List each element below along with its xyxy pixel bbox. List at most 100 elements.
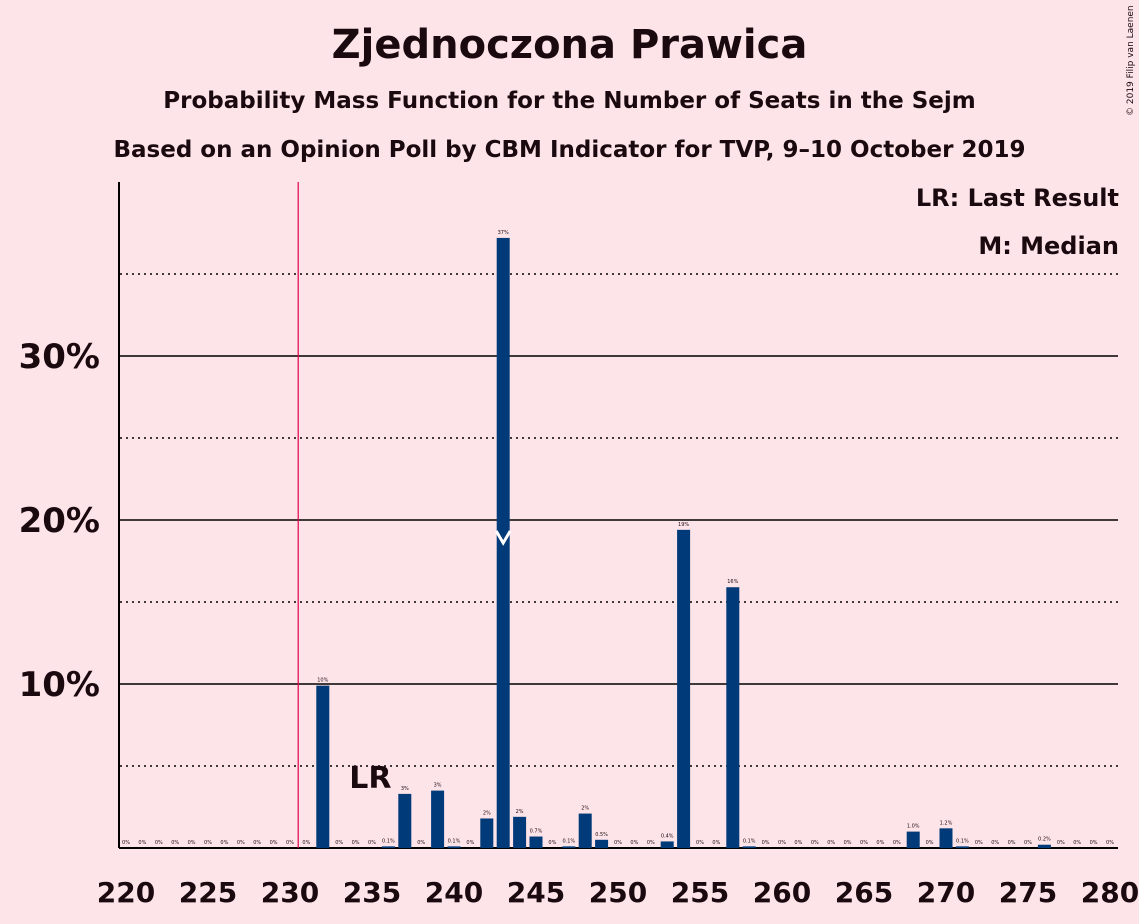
bar-253	[660, 841, 674, 848]
bar-271	[955, 846, 969, 848]
data-label-235: 0%	[368, 840, 376, 846]
data-label-279: 0%	[1090, 840, 1098, 846]
data-label-233: 0%	[335, 840, 343, 846]
bar-232	[316, 685, 330, 848]
x-tick-label: 235	[343, 876, 401, 909]
x-tick-label: 280	[1081, 876, 1139, 909]
data-label-239: 3%	[434, 783, 442, 789]
data-label-224: 0%	[188, 840, 196, 846]
bar-237	[398, 793, 412, 848]
data-label-280: 0%	[1106, 840, 1114, 846]
x-tick-label: 270	[917, 876, 975, 909]
data-label-230: 0%	[286, 840, 294, 846]
chart-subtitle: Probability Mass Function for the Number…	[163, 88, 976, 114]
x-tick-label: 220	[97, 876, 155, 909]
data-label-246: 0%	[548, 840, 556, 846]
x-tick-label: 255	[671, 876, 729, 909]
chart-source-line: Based on an Opinion Poll by CBM Indicato…	[113, 137, 1026, 163]
x-tick-label: 275	[999, 876, 1057, 909]
data-label-243: 37%	[498, 230, 509, 236]
data-label-241: 0%	[466, 840, 474, 846]
x-tick-label: 225	[179, 876, 237, 909]
data-label-226: 0%	[220, 840, 228, 846]
data-label-240: 0.1%	[448, 838, 461, 844]
data-label-234: 0%	[352, 840, 360, 846]
x-tick-label: 260	[753, 876, 811, 909]
data-label-245: 0.7%	[530, 829, 543, 835]
data-label-270: 1.2%	[940, 820, 953, 826]
data-label-229: 0%	[270, 840, 278, 846]
data-label-238: 0%	[417, 840, 425, 846]
legend-median: M: Median	[978, 232, 1119, 260]
data-label-263: 0%	[827, 840, 835, 846]
data-label-227: 0%	[237, 840, 245, 846]
bar-257	[726, 587, 740, 848]
data-label-278: 0%	[1073, 840, 1081, 846]
data-label-228: 0%	[253, 840, 261, 846]
data-label-272: 0%	[975, 840, 983, 846]
data-label-237: 3%	[401, 786, 409, 792]
bar-248	[578, 813, 592, 848]
y-tick-label: 20%	[19, 501, 100, 541]
data-label-267: 0%	[893, 840, 901, 846]
y-tick-label: 10%	[19, 665, 100, 705]
data-label-231: 0%	[302, 840, 310, 846]
data-label-269: 0%	[926, 840, 934, 846]
x-tick-label: 265	[835, 876, 893, 909]
x-tick-label: 245	[507, 876, 565, 909]
data-label-257: 16%	[727, 579, 738, 585]
data-label-264: 0%	[844, 840, 852, 846]
bar-244	[513, 816, 527, 848]
data-label-248: 2%	[581, 806, 589, 812]
bar-270	[939, 828, 953, 848]
data-label-250: 0%	[614, 840, 622, 846]
data-label-225: 0%	[204, 840, 212, 846]
data-label-252: 0%	[647, 840, 655, 846]
data-label-251: 0%	[630, 840, 638, 846]
data-label-275: 0%	[1024, 840, 1032, 846]
x-tick-label: 240	[425, 876, 483, 909]
data-label-249: 0.5%	[595, 832, 608, 838]
data-label-253: 0.4%	[661, 833, 674, 839]
data-label-266: 0%	[876, 840, 884, 846]
data-label-247: 0.1%	[562, 838, 575, 844]
data-label-223: 0%	[171, 840, 179, 846]
data-label-260: 0%	[778, 840, 786, 846]
x-tick-label: 230	[261, 876, 319, 909]
data-label-254: 19%	[678, 522, 689, 528]
data-label-261: 0%	[794, 840, 802, 846]
bar-276	[1037, 844, 1051, 848]
data-label-222: 0%	[155, 840, 163, 846]
bar-249	[595, 839, 609, 848]
data-label-255: 0%	[696, 840, 704, 846]
data-label-221: 0%	[138, 840, 146, 846]
bar-242	[480, 818, 494, 848]
data-label-274: 0%	[1008, 840, 1016, 846]
data-label-265: 0%	[860, 840, 868, 846]
data-label-276: 0.2%	[1038, 837, 1051, 843]
data-label-268: 1.0%	[907, 824, 920, 830]
legend-last-result: LR: Last Result	[915, 184, 1119, 212]
data-label-256: 0%	[712, 840, 720, 846]
bar-240	[447, 846, 461, 848]
last-result-label: LR	[349, 761, 391, 796]
y-tick-label: 30%	[19, 337, 100, 377]
data-label-273: 0%	[991, 840, 999, 846]
data-label-277: 0%	[1057, 840, 1065, 846]
bar-239	[431, 790, 445, 848]
bar-268	[906, 831, 920, 848]
data-label-242: 2%	[483, 810, 491, 816]
data-label-244: 2%	[516, 809, 524, 815]
bar-245	[529, 836, 543, 848]
median-marker	[494, 530, 512, 546]
data-label-236: 0.1%	[382, 838, 395, 844]
bar-254	[677, 529, 691, 848]
data-label-220: 0%	[122, 840, 130, 846]
chart-title: Zjednoczona Prawica	[331, 22, 808, 68]
bar-247	[562, 846, 576, 848]
data-label-232: 10%	[317, 678, 328, 684]
bar-236	[381, 846, 395, 848]
data-label-258: 0.1%	[743, 838, 756, 844]
data-label-271: 0.1%	[956, 838, 969, 844]
